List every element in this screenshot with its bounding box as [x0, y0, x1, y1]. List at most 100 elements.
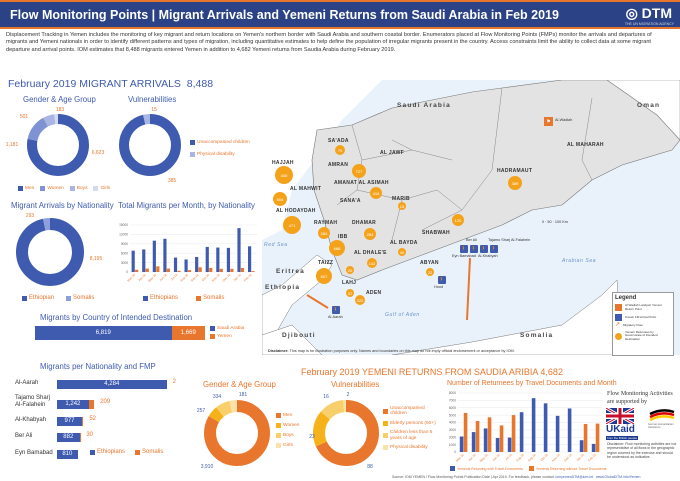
- fmp-icon[interactable]: 🚶: [438, 276, 446, 284]
- bar-ethiopians: [237, 228, 241, 272]
- donut-label: 385: [168, 178, 177, 184]
- bar-ethiopians: [205, 246, 209, 272]
- legend-label: Yemen: [217, 334, 232, 339]
- header-banner: Flow Monitoring Points | Migrant Arrival…: [0, 0, 680, 29]
- returnee-circle[interactable]: 322: [355, 295, 365, 305]
- legend-swatch: [66, 295, 72, 301]
- ret-vuln-donut: 88 23 16 2: [309, 392, 379, 470]
- donut-label: 181: [239, 392, 248, 398]
- wadiah-return-point-icon[interactable]: ⚑: [544, 117, 553, 126]
- legend-swatch: [450, 466, 455, 471]
- governorate-label: ADEN: [366, 290, 382, 296]
- returnee-circle[interactable]: 70: [335, 145, 345, 155]
- returnee-circle[interactable]: 15: [398, 202, 406, 210]
- returnee-circle[interactable]: 389: [508, 176, 522, 190]
- donut-slice-physical-disability: [119, 114, 181, 176]
- fmp-icon[interactable]: 🚶: [490, 245, 498, 253]
- bar-ethiopians: 1,242: [57, 400, 89, 409]
- arr-gender-legend: Men Women Boys Girls: [18, 186, 110, 191]
- returnee-circle[interactable]: 120: [452, 214, 464, 226]
- returnee-circle[interactable]: 604: [273, 192, 287, 206]
- x-tick-label: Mar-18: [126, 273, 136, 283]
- legend-swatch: [190, 152, 195, 157]
- bar-yemenis-returning-with-travel-documents: [531, 398, 536, 452]
- governorate-label: AMRAN: [328, 162, 349, 168]
- returnee-circle[interactable]: 20: [346, 266, 354, 274]
- bar-somalis: [145, 268, 149, 272]
- donut-label: 16: [323, 394, 329, 400]
- donut-label: 15: [151, 107, 157, 113]
- returnee-circle[interactable]: 727: [352, 164, 366, 178]
- bar-ethiopians: [142, 249, 146, 272]
- bar-yemenis-returning-with-travel-documents: [591, 443, 596, 452]
- returnee-circle[interactable]: 37: [346, 289, 354, 297]
- donut-slice-girls: [204, 400, 270, 466]
- governorate-label: AL DHALE'E: [354, 250, 387, 256]
- german-flag-icon: [648, 408, 676, 422]
- bar-yemenis-returning-without-travel-documents: [595, 423, 600, 452]
- legend-swatch: [90, 449, 95, 455]
- returnee-circle[interactable]: 40: [398, 248, 406, 256]
- returnee-circle[interactable]: 471: [283, 216, 301, 234]
- legend-label: Unaccompanied children: [197, 140, 250, 145]
- fmp-icon[interactable]: 🚶: [460, 245, 468, 253]
- donut-label: 3,910: [201, 464, 214, 470]
- returnee-circle[interactable]: 284: [364, 228, 376, 240]
- ukaid-sub: from the British people: [606, 436, 639, 440]
- fmp-legend: Ethiopians Somalis: [90, 449, 163, 455]
- dtm-logo: ◎ DTM: [625, 5, 672, 21]
- returnee-circle[interactable]: 440: [275, 166, 293, 184]
- ret-gender-donut: 3,910 257 334 181: [197, 392, 270, 470]
- bar-somalis: [219, 268, 223, 272]
- x-tick-label: Jan-19: [575, 453, 585, 463]
- legend-item: Somalis: [135, 449, 163, 455]
- fmp-icon[interactable]: 🚶: [470, 245, 478, 253]
- legend-item: Unaccompanied children: [190, 140, 250, 145]
- donut-label: 6,623: [92, 150, 105, 156]
- map-shapes: [262, 80, 680, 355]
- bar-ethiopians: [195, 256, 199, 272]
- legend-swatch: [383, 433, 388, 439]
- legend-label: Ethiopians: [97, 449, 126, 455]
- bar-somalis: [166, 268, 171, 272]
- legend-swatch: [40, 186, 46, 191]
- fmp-icon[interactable]: 🚶: [332, 306, 340, 314]
- x-tick-label: Aug-18: [515, 453, 525, 463]
- legend-swatch: [18, 186, 23, 191]
- fmp-label: Al-Aarah: [328, 315, 343, 319]
- donut-slice-somalis: [16, 218, 84, 286]
- returnee-circle[interactable]: 607: [316, 268, 332, 284]
- bar-ethiopians: 882: [57, 433, 80, 442]
- map[interactable]: Saudi Arabia Oman Eritrea Ethiopia Djibo…: [262, 80, 680, 355]
- legend-item: Physical disability: [383, 445, 441, 451]
- bar-yemenis-returning-with-travel-documents: [471, 432, 476, 452]
- bar-yemenis-returning-with-travel-documents: [555, 415, 560, 452]
- fmp-icon[interactable]: 🚶: [480, 245, 488, 253]
- fmp-label: Hood: [434, 285, 444, 289]
- legend-item: Women: [276, 423, 299, 428]
- ret-month-legend: Yemenis Returning with Travel Documents Y…: [450, 466, 607, 471]
- website-link[interactable]: www.GlobalDTM.info/Yemen: [596, 475, 641, 479]
- y-tick-label: 6000: [121, 251, 128, 255]
- legend-label: Boys: [283, 433, 294, 438]
- returnee-circle[interactable]: 22: [426, 268, 434, 276]
- feedback-email-link[interactable]: iomyemenDTM@iom.int: [555, 475, 594, 479]
- y-tick-label: 6000: [449, 406, 456, 410]
- somalis-value: 209: [100, 399, 111, 405]
- arr-vuln-legend: Unaccompanied children Physical disabilit…: [190, 140, 250, 157]
- returnee-circle[interactable]: 418: [370, 187, 382, 199]
- y-tick-label: 1000: [449, 443, 456, 447]
- legend-label: Men: [283, 413, 293, 418]
- legend-label: Women: [283, 423, 300, 428]
- returnee-circle[interactable]: 284: [318, 227, 330, 239]
- fmp-row: Al-Khabyah 977 52: [15, 415, 205, 429]
- bar-yemenis-returning-without-travel-documents: [499, 425, 504, 452]
- legend-label: Saudi Arabia: [217, 326, 245, 331]
- bar-yemenis-returning-with-travel-documents: [579, 440, 584, 452]
- returnee-circle[interactable]: 686: [329, 240, 345, 256]
- returnee-circle[interactable]: 142: [367, 258, 377, 268]
- legend-label: Elderly persons (60+): [390, 420, 436, 426]
- legend-item: Somalis: [66, 295, 94, 301]
- map-legend: Legend Al Wadiah Landport Yemeni Return …: [612, 292, 674, 356]
- legend-title: Legend: [615, 295, 637, 301]
